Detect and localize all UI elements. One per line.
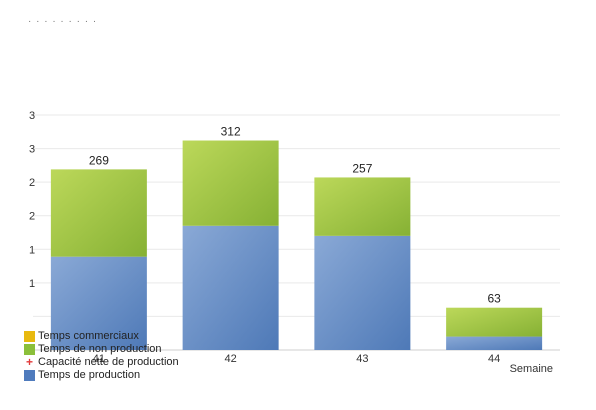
legend-item: Temps commerciaux (24, 330, 179, 343)
legend-item: Temps de production (24, 369, 179, 382)
bar-segment-production (182, 225, 279, 350)
bar-segment-non-production (446, 307, 543, 337)
bar-total-label: 63 (487, 292, 501, 306)
y-tick-label: 1 (29, 278, 35, 290)
x-tick-label: 43 (356, 353, 368, 365)
bar-segment-production (314, 235, 411, 350)
x-tick-label: 44 (488, 353, 500, 365)
bar-total-label: 257 (352, 161, 372, 175)
x-tick-label: 41 (93, 353, 105, 365)
bar-segment-production (446, 336, 543, 350)
y-tick-label: 1 (29, 244, 35, 256)
bar-total-label: 312 (221, 125, 241, 139)
y-tick-label: 2 (29, 177, 35, 189)
bar-total-label: 269 (89, 153, 109, 167)
legend-label: Capacité nette de production (38, 356, 179, 368)
legend-label: Temps de production (38, 369, 141, 381)
y-tick-label: 3 (29, 110, 35, 122)
legend-item: Temps de non production (24, 343, 179, 356)
legend-swatch-icon (24, 370, 35, 381)
bar-segment-production (50, 256, 147, 350)
legend-swatch-icon (24, 344, 35, 355)
bar-segment-non-production (50, 169, 147, 257)
legend-label: Temps de non production (38, 343, 162, 355)
legend-swatch-icon (24, 331, 35, 342)
bar-segment-non-production (314, 177, 411, 236)
plus-marker-icon: + (25, 355, 33, 369)
legend-item: + Capacité nette de production (24, 356, 179, 369)
chart-title-faint: · · · · · · · · · (28, 16, 98, 27)
legend: Temps commerciaux Temps de non production… (24, 330, 179, 382)
y-tick-label: 2 (29, 211, 35, 223)
x-axis-label: Semaine (510, 363, 553, 375)
x-axis-ticks: 41 42 43 44 (93, 353, 501, 365)
y-axis-ticks: 1 1 2 2 3 3 (29, 110, 35, 290)
bar-segment-non-production (182, 140, 279, 226)
bars: 269 312 257 63 (50, 125, 543, 350)
legend-label: Temps commerciaux (38, 330, 139, 342)
y-tick-label: 3 (29, 144, 35, 156)
x-tick-label: 42 (225, 353, 237, 365)
